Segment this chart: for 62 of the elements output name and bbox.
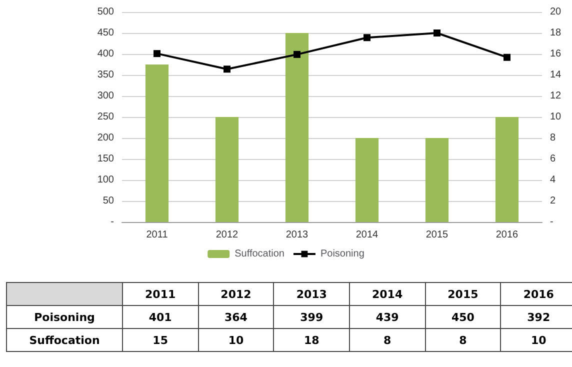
- data-label: 392: [500, 306, 572, 328]
- category-label: 2013: [296, 288, 327, 300]
- y2-tick-label: 6: [550, 154, 556, 164]
- bar: [355, 138, 379, 222]
- text: Suffocation: [29, 334, 100, 346]
- y-tick-label: 100: [97, 174, 114, 186]
- bar: [145, 64, 169, 222]
- y2-tick-label: 10: [550, 112, 562, 122]
- data-label: 364: [198, 306, 274, 328]
- data-label: 450: [425, 306, 501, 328]
- y2-tick-label: 20: [550, 6, 562, 18]
- point: [294, 50, 300, 58]
- x-tick-label: 2013: [286, 230, 309, 240]
- data-label: 401: [122, 306, 198, 328]
- data-label: 18: [274, 328, 350, 352]
- point: [434, 30, 440, 36]
- x-tick-label: 2015: [426, 230, 449, 240]
- data-label: 8: [349, 328, 426, 352]
- data-label: 10: [500, 328, 572, 352]
- category-label: 2016: [523, 288, 554, 300]
- y-tick-label: 250: [97, 112, 114, 122]
- y2-tick-label: 2: [550, 196, 556, 206]
- y2-tick-label: 4: [550, 174, 556, 186]
- y2-tick-label: 18: [550, 28, 562, 38]
- y-tick-label: 200: [97, 132, 114, 144]
- y2-tick-label: 8: [550, 132, 556, 144]
- x-tick-label: 2011: [146, 230, 168, 240]
- category-label: 2012: [220, 288, 252, 300]
- category-label: 2011: [145, 288, 176, 300]
- bar: [285, 33, 309, 222]
- point: [154, 50, 160, 58]
- text: Poisoning: [34, 310, 95, 324]
- x-tick-label: 2014: [356, 230, 379, 240]
- y2-tick-label: -: [550, 216, 554, 228]
- data-label: 439: [349, 306, 426, 328]
- bar: [425, 138, 449, 222]
- data-label: 8: [425, 328, 501, 352]
- category-label: 2015: [448, 288, 478, 300]
- y-tick-label: 50: [102, 196, 114, 206]
- data-label: 10: [198, 328, 274, 352]
- x-tick-label: 2012: [216, 230, 239, 240]
- legend-label: Suffocation: [234, 248, 284, 260]
- point: [504, 54, 510, 61]
- y-tick-label: 150: [97, 154, 114, 164]
- y2-tick-label: 14: [550, 70, 562, 80]
- point: [364, 34, 370, 42]
- bar: [215, 117, 239, 222]
- legend-label: Poisoning: [320, 248, 364, 260]
- y-tick-label: 350: [97, 70, 114, 80]
- category-label: 2014: [372, 288, 403, 300]
- y-tick-label: 400: [97, 48, 114, 60]
- y2-tick-label: 12: [550, 90, 562, 102]
- y-tick-label: -: [110, 216, 114, 228]
- data-label: 15: [122, 328, 198, 352]
- y-tick-label: 500: [97, 6, 114, 18]
- y-tick-label: 450: [97, 28, 114, 38]
- x-tick-label: 2016: [496, 230, 519, 240]
- bar: [495, 117, 519, 222]
- y2-tick-label: 16: [550, 48, 562, 60]
- data-label: 399: [274, 306, 350, 328]
- point: [224, 66, 230, 73]
- y-tick-label: 300: [97, 90, 114, 102]
